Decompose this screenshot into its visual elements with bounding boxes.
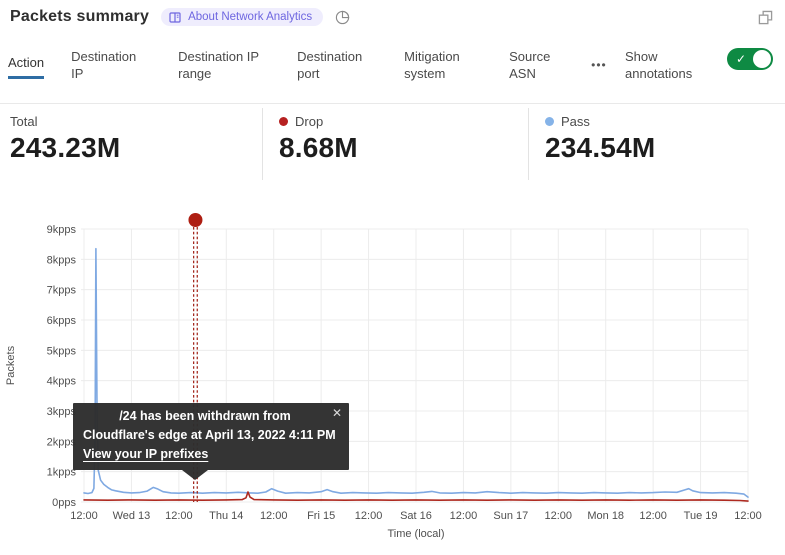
panel-header: Packets summary About Network Analytics <box>10 8 350 26</box>
svg-text:12:00: 12:00 <box>639 510 667 522</box>
close-icon[interactable]: ✕ <box>331 406 342 420</box>
svg-text:Fri 15: Fri 15 <box>307 510 335 522</box>
stat-drop: Drop 8.68M <box>262 108 528 180</box>
check-icon: ✓ <box>736 52 747 66</box>
svg-text:12:00: 12:00 <box>734 510 762 522</box>
svg-text:Wed 13: Wed 13 <box>113 510 151 522</box>
dimension-tabs: Action Destination IP Destination IP ran… <box>8 44 773 82</box>
stat-value: 234.54M <box>545 132 656 163</box>
svg-text:1kpps: 1kpps <box>47 467 77 479</box>
toggle-knob <box>753 50 771 68</box>
header-divider <box>0 103 785 104</box>
svg-text:12:00: 12:00 <box>355 510 383 522</box>
packets-timeseries-svg[interactable]: 9kpps 8kpps 7kpps 6kpps 5kpps 4kpps 3kpps 2kpps… <box>0 210 785 555</box>
svg-text:2kpps: 2kpps <box>47 436 77 448</box>
page-title: Packets summary <box>10 8 150 25</box>
pass-legend-dot <box>545 117 554 126</box>
tab-source-asn[interactable]: Source ASN <box>509 49 551 81</box>
svg-text:5kpps: 5kpps <box>47 345 77 357</box>
book-icon <box>169 11 182 23</box>
tab-mitigation-system[interactable]: Mitigation system <box>404 49 460 81</box>
svg-text:Thu 14: Thu 14 <box>209 510 243 522</box>
svg-text:12:00: 12:00 <box>545 510 573 522</box>
svg-text:12:00: 12:00 <box>165 510 193 522</box>
popout-icon[interactable] <box>758 10 773 28</box>
tab-action[interactable]: Action <box>8 54 45 79</box>
tooltip-line1: /24 has been withdrawn from <box>119 409 291 423</box>
view-ip-prefixes-link[interactable]: View your IP prefixes <box>83 447 209 461</box>
svg-text:8kpps: 8kpps <box>47 254 77 266</box>
tab-destination-port[interactable]: Destination port <box>297 49 363 81</box>
svg-text:12:00: 12:00 <box>260 510 288 522</box>
stat-total: Total 243.23M <box>0 108 262 180</box>
svg-text:Mon 18: Mon 18 <box>587 510 624 522</box>
svg-text:Sun 17: Sun 17 <box>493 510 528 522</box>
stat-value: 243.23M <box>10 132 121 163</box>
svg-text:7kpps: 7kpps <box>47 285 77 297</box>
svg-text:Tue 19: Tue 19 <box>684 510 718 522</box>
svg-text:Sat 16: Sat 16 <box>400 510 432 522</box>
stat-pass: Pass 234.54M <box>528 108 785 180</box>
show-annotations-label: Show annotations <box>625 49 693 81</box>
drop-legend-dot <box>279 117 288 126</box>
svg-text:12:00: 12:00 <box>70 510 98 522</box>
svg-text:6kpps: 6kpps <box>47 315 77 327</box>
svg-text:4kpps: 4kpps <box>47 376 77 388</box>
svg-text:12:00: 12:00 <box>450 510 478 522</box>
tab-destination-ip[interactable]: Destination IP <box>71 49 137 81</box>
annotations-toggle[interactable]: ✓ <box>727 48 773 70</box>
annotations-control: Show annotations ✓ <box>625 44 773 82</box>
summary-stats: Total 243.23M Drop 8.68M Pass 234.54M <box>0 108 785 180</box>
svg-text:Time (local): Time (local) <box>387 528 444 540</box>
stat-label: Total <box>10 114 38 129</box>
sampling-pie-icon[interactable] <box>335 10 350 25</box>
about-network-analytics-badge[interactable]: About Network Analytics <box>161 8 324 26</box>
annotation-tooltip: ✕ /24 has been withdrawn from Cloudflare… <box>73 403 349 480</box>
svg-text:0pps: 0pps <box>52 497 76 509</box>
svg-text:3kpps: 3kpps <box>47 406 77 418</box>
more-tabs-icon[interactable]: ••• <box>591 58 607 72</box>
packets-chart[interactable]: 9kpps 8kpps 7kpps 6kpps 5kpps 4kpps 3kpps 2kpps… <box>0 210 785 555</box>
svg-text:Packets: Packets <box>5 345 17 385</box>
badge-label: About Network Analytics <box>188 11 313 23</box>
stat-value: 8.68M <box>279 132 358 163</box>
stat-label: Drop <box>295 114 324 129</box>
tooltip-line2: Cloudflare's edge at April 13, 2022 4:11… <box>83 428 336 442</box>
svg-text:9kpps: 9kpps <box>47 224 77 236</box>
stat-label: Pass <box>561 114 590 129</box>
tab-destination-ip-range[interactable]: Destination IP range <box>178 49 259 81</box>
